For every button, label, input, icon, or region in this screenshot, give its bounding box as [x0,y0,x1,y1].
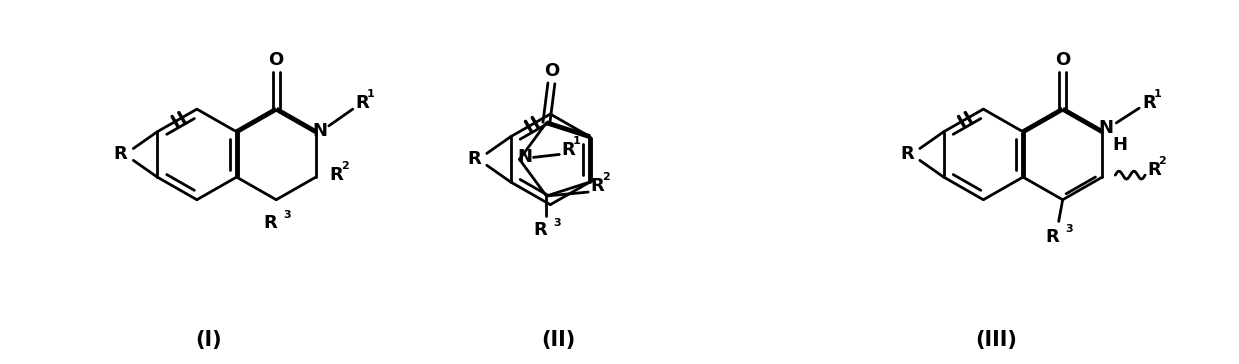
Text: N: N [1099,119,1114,137]
Text: R: R [467,150,481,169]
Text: O: O [269,51,284,69]
Text: R: R [561,141,575,158]
Text: 1: 1 [1154,89,1161,99]
Text: O: O [1056,51,1070,69]
Text: 2: 2 [341,161,349,171]
Text: (III): (III) [975,329,1017,349]
Text: R: R [114,146,128,163]
Text: N: N [517,149,532,166]
Text: 3: 3 [554,218,561,228]
Text: (II): (II) [541,329,575,349]
Text: O: O [544,62,559,79]
Text: R: R [356,94,369,112]
Text: R: R [330,166,343,184]
Text: 2: 2 [602,172,610,182]
Text: R: R [590,177,603,195]
Text: 1: 1 [572,136,581,146]
Text: R: R [1046,228,1059,246]
Text: R: R [1142,94,1156,112]
Text: H: H [1113,135,1127,154]
Text: R: R [900,146,913,163]
Text: 2: 2 [1158,156,1166,166]
Text: 3: 3 [1066,224,1073,234]
Text: 1: 1 [367,89,375,99]
Text: 3: 3 [284,210,291,221]
Text: N: N [312,122,327,140]
Text: R: R [264,214,278,232]
Text: R: R [534,221,548,240]
Text: R: R [1147,161,1161,179]
Text: (I): (I) [196,329,222,349]
